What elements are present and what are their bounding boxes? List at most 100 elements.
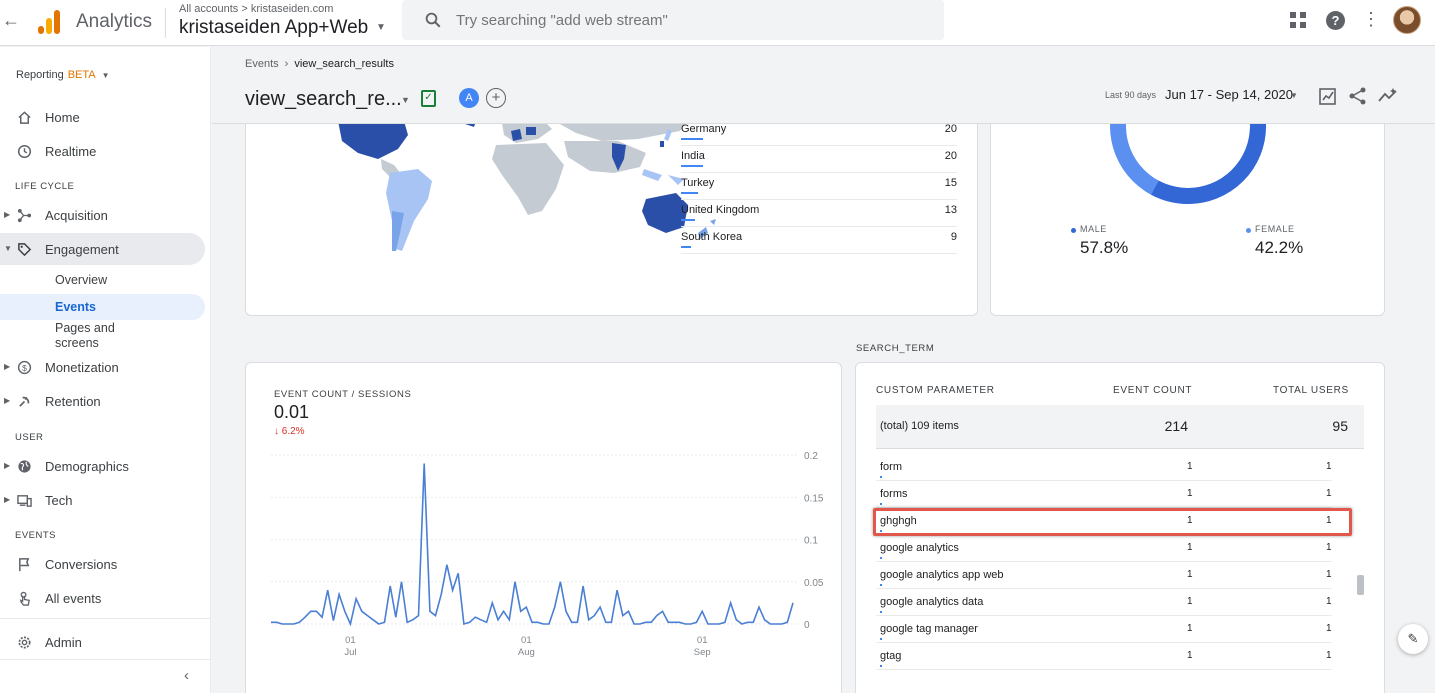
event-count: 1 [1187, 542, 1193, 553]
row-bar [880, 665, 882, 667]
metric-title: EVENT COUNT / SESSIONS [274, 389, 412, 400]
y-tick-label: 0.2 [804, 451, 818, 462]
search-input[interactable] [456, 12, 916, 29]
table-scrollbar[interactable] [1357, 575, 1364, 595]
event-count: 1 [1187, 650, 1193, 661]
search-term: google analytics data [880, 596, 984, 608]
reporting-label: Reporting [16, 69, 64, 81]
table-row[interactable]: forms 1 1 [876, 481, 1332, 508]
event-count-per-session-card: EVENT COUNT / SESSIONS 0.01 ↓ 6.2% 0.2 0.… [245, 362, 842, 693]
comparison-badge[interactable]: A [459, 88, 479, 108]
property-caret-icon[interactable]: ▼ [376, 22, 386, 33]
divider [0, 618, 211, 619]
sidebar-item-engagement[interactable]: ▼ Engagement [0, 233, 205, 265]
sidebar-item-all-events[interactable]: All events [0, 582, 205, 614]
sidebar-item-conversions[interactable]: Conversions [0, 548, 205, 580]
search-term-section-label: SEARCH_TERM [856, 343, 935, 354]
column-header-custom-parameter[interactable]: CUSTOM PARAMETER [876, 385, 995, 396]
total-users: 1 [1326, 542, 1332, 553]
country-bar [681, 192, 698, 194]
chevron-right-icon: › [284, 58, 289, 70]
dollar-icon: $ [17, 360, 32, 375]
avatar[interactable] [1393, 6, 1421, 34]
sidebar-item-monetization[interactable]: ▶ $ Monetization [0, 351, 205, 383]
help-icon[interactable]: ? [1326, 11, 1345, 30]
breadcrumb-parent[interactable]: Events [245, 58, 279, 70]
x-tick-label: 01 [697, 635, 708, 646]
section-header-user: USER [15, 432, 44, 443]
country-row: Germany 20 [681, 119, 957, 146]
more-vert-icon[interactable]: ⋮ [1362, 9, 1380, 29]
feedback-icon: ✎ [1407, 631, 1419, 646]
table-row[interactable]: google tag manager 1 1 [876, 616, 1332, 643]
search-term: form [880, 461, 902, 473]
table-row[interactable]: google analytics 1 1 [876, 535, 1332, 562]
content-header [212, 47, 1435, 123]
sidebar-subitem-overview[interactable]: Overview [0, 267, 205, 293]
total-users: 1 [1326, 623, 1332, 634]
globe-icon [18, 460, 31, 473]
search-term: google analytics [880, 542, 959, 554]
apps-grid-icon[interactable] [1290, 12, 1306, 28]
row-bar [880, 557, 882, 559]
add-comparison-icon[interactable]: + [486, 88, 506, 108]
country-map-card: Germany 20 India 20 Turkey 15 United Kingdom 13… [245, 100, 978, 316]
title-dropdown-icon[interactable]: ▼ [401, 95, 410, 105]
back-arrow-icon[interactable]: ← [2, 10, 20, 30]
date-range-selector[interactable]: Jun 17 - Sep 14, 2020 [1165, 87, 1293, 102]
female-value: 42.2% [1255, 238, 1304, 257]
down-arrow-icon: ↓ [274, 426, 279, 437]
reporting-selector[interactable]: Reporting BETA ▼ [16, 69, 110, 81]
divider [165, 8, 166, 38]
report-check-icon[interactable]: ✓ [421, 90, 436, 107]
total-users: 1 [1326, 596, 1332, 607]
column-header-event-count[interactable]: EVENT COUNT [1113, 385, 1193, 396]
sidebar-item-label: Conversions [45, 557, 118, 572]
sidebar-item-tech[interactable]: ▶ Tech [0, 484, 205, 516]
search-term: ghghgh [880, 515, 917, 527]
metric-value: 0.01 [274, 402, 310, 422]
property-selector[interactable]: kristaseiden App+Web [179, 17, 369, 38]
table-row[interactable]: form 1 1 [876, 454, 1332, 481]
share-icon[interactable] [1348, 86, 1368, 106]
beta-badge: BETA [67, 69, 96, 81]
country-row: United Kingdom 13 [681, 200, 957, 227]
country-bar [681, 219, 695, 221]
series-line[interactable] [271, 463, 794, 627]
male-label: MALE [1080, 224, 1107, 234]
sidebar-item-realtime[interactable]: Realtime [0, 135, 205, 167]
sidebar-subitem-events[interactable]: Events [0, 294, 205, 320]
country-row: South Korea 9 [681, 227, 957, 254]
feedback-button[interactable]: ✎ [1398, 624, 1428, 654]
country-value: 13 [944, 204, 957, 216]
sidebar-item-home[interactable]: Home [0, 101, 205, 133]
sidebar-item-acquisition[interactable]: ▶ Acquisition [0, 199, 205, 231]
analytics-logo-icon[interactable] [38, 8, 62, 34]
country-name: India [681, 150, 705, 162]
sidebar-item-retention[interactable]: ▶ Retention [0, 385, 205, 417]
table-row[interactable]: google analytics app web 1 1 [876, 562, 1332, 589]
sidebar-subitem-pages-and-screens[interactable]: Pages and screens [0, 319, 205, 351]
event-count: 1 [1187, 623, 1193, 634]
table-row[interactable]: gtag 1 1 [876, 643, 1332, 670]
sidebar-item-admin[interactable]: Admin [0, 626, 205, 658]
row-bar [880, 584, 882, 586]
svg-text:$: $ [22, 363, 27, 373]
search-bar[interactable] [402, 0, 944, 40]
insights-icon[interactable] [1378, 86, 1398, 106]
account-breadcrumb[interactable]: All accounts > kristaseiden.com [179, 3, 334, 15]
highlight-box [873, 508, 1352, 536]
sidebar-item-demographics[interactable]: ▶ Demographics [0, 450, 205, 482]
sidebar-item-label: Acquisition [45, 208, 108, 223]
country-name: Germany [681, 123, 727, 135]
column-header-total-users[interactable]: TOTAL USERS [1273, 385, 1349, 396]
collapse-sidebar-icon[interactable]: ‹ [184, 667, 189, 684]
country-name: United Kingdom [681, 204, 760, 216]
total-users: 1 [1326, 515, 1332, 526]
date-dropdown-icon[interactable]: ▼ [1290, 91, 1298, 100]
page-title[interactable]: view_search_re... [245, 88, 402, 110]
chevron-down-icon: ▼ [101, 71, 110, 80]
customize-report-icon[interactable] [1318, 86, 1338, 106]
table-row[interactable]: google analytics data 1 1 [876, 589, 1332, 616]
